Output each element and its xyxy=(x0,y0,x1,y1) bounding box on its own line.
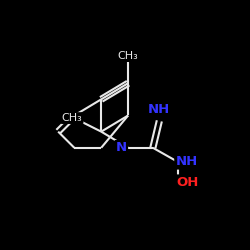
Text: NH: NH xyxy=(176,155,198,168)
Text: CH₃: CH₃ xyxy=(62,113,82,123)
Text: N: N xyxy=(116,141,127,154)
Text: CH₃: CH₃ xyxy=(118,51,139,61)
Text: NH: NH xyxy=(148,103,171,116)
Text: OH: OH xyxy=(176,176,199,189)
